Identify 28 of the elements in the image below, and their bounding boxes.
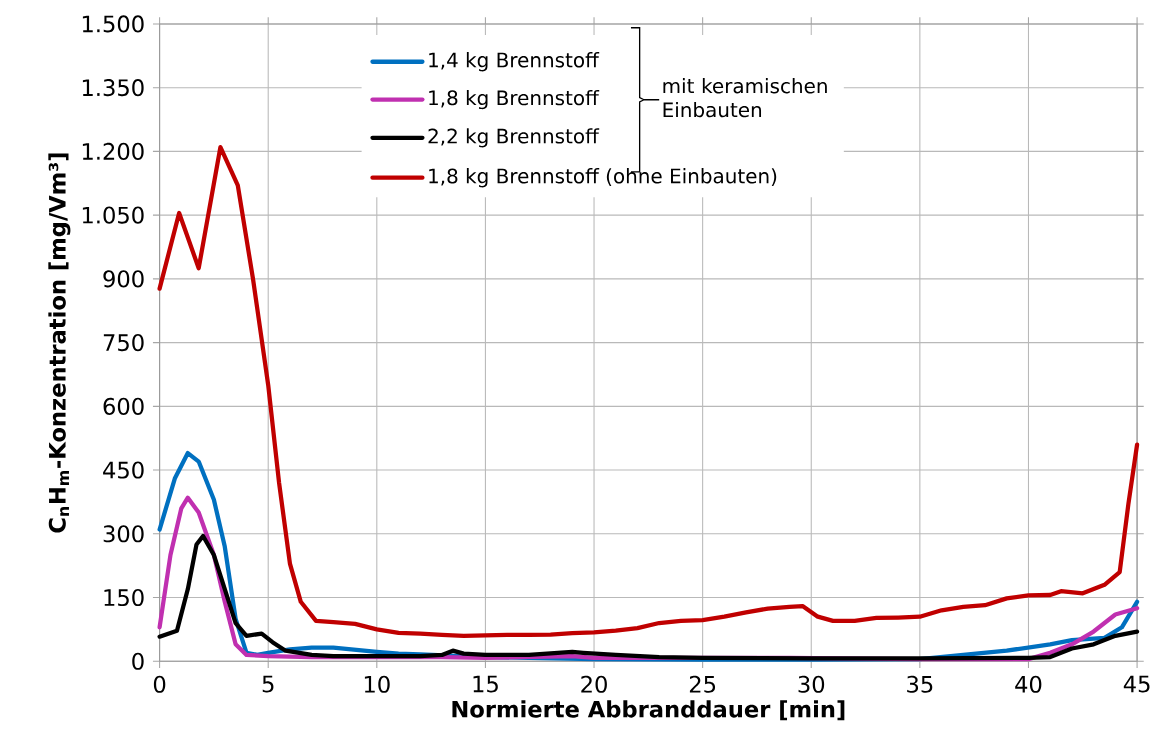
x-tick-label: 0 xyxy=(153,675,166,693)
legend-label: 1,4 kg Brennstoff xyxy=(429,52,600,72)
y-tick-label: 300 xyxy=(103,525,144,543)
legend-label: 1,8 kg Brennstoff xyxy=(429,89,600,110)
y-tick-label: 450 xyxy=(103,461,144,479)
y-tick-label: 150 xyxy=(104,588,144,607)
x-tick-label: 20 xyxy=(581,675,607,693)
x-tick-label: 35 xyxy=(907,675,933,693)
x-tick-label: 45 xyxy=(1123,675,1150,693)
y-axis-title: C$_{n}$H$_{m}$-Konzentration [mg/Vm³] xyxy=(48,153,71,533)
y-tick-label: 1.200 xyxy=(82,142,144,160)
annotation: mit keramischen Einbauten xyxy=(663,77,827,118)
y-tick-label: 1.050 xyxy=(82,206,144,224)
y-tick-label: 0 xyxy=(132,652,144,670)
y-tick-label: 1.350 xyxy=(82,79,144,97)
x-tick-label: 5 xyxy=(262,675,274,693)
x-tick-label: 15 xyxy=(473,675,498,693)
y-tick-label: 600 xyxy=(103,397,144,415)
y-tick-label: 1.500 xyxy=(82,15,144,33)
x-axis-title: Normierte Abbranddauer [min] xyxy=(452,700,845,721)
legend-label: 1,8 kg Brennstoff (ohne Einbauten) xyxy=(429,168,777,188)
x-tick-label: 30 xyxy=(798,675,825,693)
legend-label: 2,2 kg Brennstoff xyxy=(428,128,600,148)
y-tick-label: 900 xyxy=(103,270,144,288)
x-tick-label: 40 xyxy=(1015,675,1042,693)
y-tick-label: 750 xyxy=(103,334,144,352)
x-tick-label: 25 xyxy=(689,675,716,693)
x-tick-label: 10 xyxy=(364,675,390,693)
